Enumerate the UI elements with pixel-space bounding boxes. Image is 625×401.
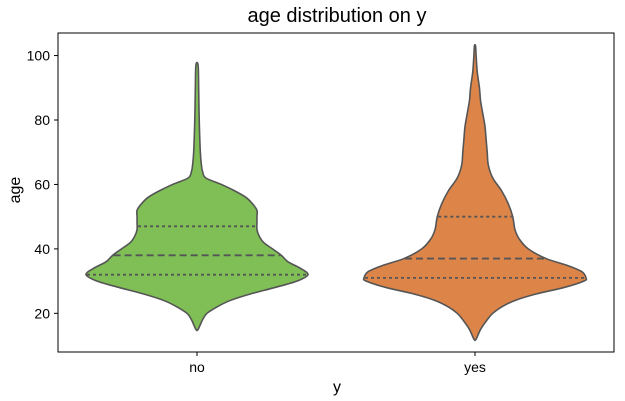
- y-axis-label: age: [7, 177, 24, 204]
- violin-yes: [362, 43, 588, 342]
- y-tick-label: 80: [34, 112, 50, 128]
- y-tick-label: 60: [34, 176, 50, 192]
- plot-frame: [57, 32, 615, 353]
- violin-no: [85, 61, 309, 332]
- plot-area: 20 40 60 80 100 no yes: [27, 32, 615, 375]
- x-tick-label: no: [189, 359, 205, 375]
- x-tick-label: yes: [464, 359, 486, 375]
- x-axis-label: y: [333, 379, 341, 396]
- chart-title: age distribution on y: [247, 5, 426, 27]
- y-tick-label: 100: [27, 48, 51, 64]
- y-tick-label: 20: [34, 305, 50, 321]
- y-tick-label: 40: [34, 241, 50, 257]
